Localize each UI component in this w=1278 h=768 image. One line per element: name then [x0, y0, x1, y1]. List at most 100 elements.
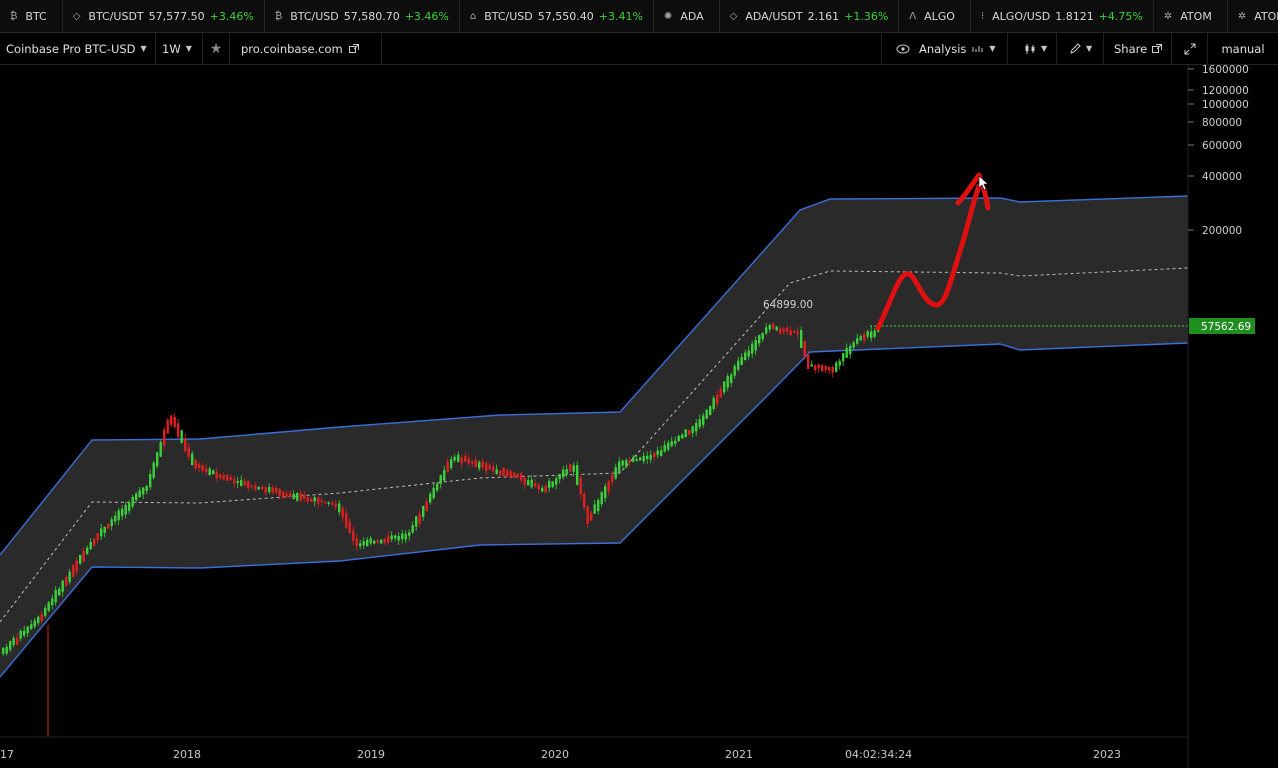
- ticker-item[interactable]: ✲ ATOM: [1154, 0, 1228, 32]
- candle: [177, 423, 180, 438]
- candle: [187, 447, 190, 457]
- analysis-button[interactable]: Analysis ▼: [881, 33, 1008, 64]
- candle: [100, 528, 103, 537]
- ticker-item[interactable]: ◇ BTC/USDT 57,577.50 +3.46%: [63, 0, 265, 32]
- candle: [219, 474, 222, 478]
- candle: [492, 466, 495, 472]
- algorand-icon: Λ: [909, 10, 917, 22]
- channel-band-fill: [0, 196, 1188, 677]
- candle: [471, 461, 474, 464]
- candle: [198, 463, 201, 469]
- candle: [681, 434, 684, 439]
- candle: [107, 524, 110, 529]
- ticker-item[interactable]: ✲ATOM/USD33.557: [1228, 0, 1278, 32]
- price-axis[interactable]: 1600000 1200000 1000000 800000 600000 400000 2…: [1188, 65, 1249, 237]
- share-label: Share: [1114, 41, 1148, 56]
- candle: [138, 490, 141, 498]
- candle: [9, 640, 12, 650]
- candle: [26, 626, 29, 634]
- ticker-item[interactable]: Λ ALGO: [899, 0, 971, 32]
- ticker-item[interactable]: ₿ BTC: [0, 0, 63, 32]
- channel-median-line: [0, 267, 1189, 623]
- candle: [222, 475, 225, 480]
- candle: [604, 486, 607, 499]
- price-axis-label: 400000: [1202, 171, 1242, 183]
- fullscreen-button[interactable]: [1172, 33, 1208, 64]
- candles-icon: [1025, 43, 1035, 54]
- candle: [303, 494, 306, 499]
- ticker-item[interactable]: ✺ ADA: [654, 0, 720, 32]
- candle: [828, 366, 831, 371]
- candle: [299, 493, 302, 501]
- candle: [551, 481, 554, 488]
- candle: [555, 478, 558, 485]
- price-axis-label: 1200000: [1202, 85, 1249, 97]
- price-axis-label: 600000: [1202, 140, 1242, 152]
- price-chart[interactable]: 64899.00 1600000 1200000 1000000 800000 6000…: [0, 65, 1278, 768]
- candle: [674, 440, 677, 444]
- candle: [824, 365, 827, 370]
- candle: [439, 475, 442, 484]
- candle: [145, 485, 148, 492]
- atom-icon: ✲: [1237, 10, 1247, 22]
- candle: [621, 460, 624, 466]
- candle: [593, 504, 596, 514]
- scale-mode-button[interactable]: manual: [1208, 33, 1278, 64]
- time-axis[interactable]: 17 2018 2019 2020 2021 2023 04:02:34:24: [0, 748, 1121, 761]
- candle: [201, 465, 204, 472]
- ticker-symbol: BTC: [25, 9, 47, 23]
- ticker-item[interactable]: ◇ ADA/USDT 2.161 +1.36%: [720, 0, 900, 32]
- candle: [404, 533, 407, 540]
- candle: [226, 474, 229, 481]
- source-link[interactable]: pro.coinbase.com: [230, 33, 382, 64]
- candle: [114, 515, 117, 522]
- candle: [79, 554, 82, 564]
- candle: [488, 464, 491, 470]
- chart-type-button[interactable]: ▼: [1008, 33, 1057, 64]
- mouse-cursor-icon: [978, 175, 989, 191]
- candle: [383, 539, 386, 543]
- ticker-symbol: ATOM: [1180, 9, 1212, 23]
- time-axis-label: 2018: [173, 748, 201, 761]
- candle: [51, 598, 54, 606]
- candle: [205, 468, 208, 472]
- candle: [163, 429, 166, 446]
- candle: [355, 538, 358, 547]
- candle: [856, 338, 859, 344]
- chart-toolbar: Coinbase Pro BTC-USD ▼ 1W ▼ ★ pro.coinbase…: [0, 33, 1278, 65]
- candle: [215, 471, 218, 479]
- favorite-button[interactable]: ★: [203, 33, 230, 64]
- candle: [320, 500, 323, 503]
- candle: [478, 462, 481, 469]
- candle: [257, 486, 260, 490]
- interval-selector[interactable]: 1W ▼: [156, 33, 203, 64]
- price-axis-label: 800000: [1202, 117, 1242, 129]
- draw-tool-button[interactable]: ▼: [1057, 33, 1104, 64]
- share-button[interactable]: Share: [1104, 33, 1172, 64]
- candle: [282, 491, 285, 497]
- candle: [719, 388, 722, 398]
- candle: [520, 473, 523, 481]
- candle: [789, 330, 792, 336]
- ticker-change: +4.75%: [1098, 9, 1143, 23]
- candle: [852, 342, 855, 348]
- symbol-selector[interactable]: Coinbase Pro BTC-USD ▼: [0, 33, 156, 64]
- candle: [285, 493, 288, 497]
- candle-countdown: 04:02:34:24: [845, 748, 912, 761]
- candle: [698, 419, 701, 427]
- candle: [614, 467, 617, 479]
- time-axis-label: 17: [0, 748, 14, 761]
- star-icon: ★: [209, 40, 223, 57]
- candle: [569, 464, 572, 472]
- candle: [19, 631, 22, 639]
- ticker-item[interactable]: ⁝ ALGO/USD 1.8121 +4.75%: [971, 0, 1154, 32]
- ticker-item[interactable]: ₿ BTC/USD 57,580.70 +3.46%: [265, 0, 460, 32]
- candle: [89, 541, 92, 550]
- ticker-change: +1.36%: [844, 9, 889, 23]
- candle: [464, 456, 467, 462]
- candle: [775, 326, 778, 331]
- candle: [72, 565, 75, 578]
- ticker-symbol: ADA/USDT: [745, 9, 803, 23]
- candle: [401, 533, 404, 540]
- ticker-item[interactable]: ⌂ BTC/USD 57,550.40 +3.41%: [460, 0, 654, 32]
